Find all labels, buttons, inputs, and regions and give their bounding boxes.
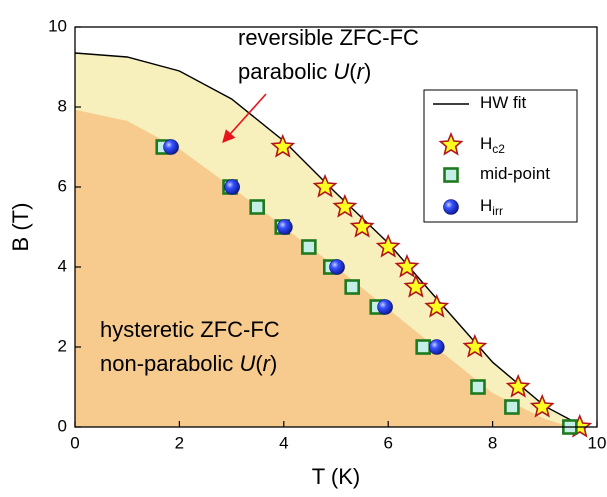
legend-subscript: irr [492,204,503,218]
fit-line [74,52,585,428]
y-tick-label: 4 [58,256,67,275]
legend-label: HW fit [480,93,527,112]
square-marker [301,239,317,255]
annotation-part: parabolic [238,59,333,84]
y-tick-label: 8 [58,96,67,115]
star-marker [312,173,338,198]
sphere-marker [163,139,179,155]
sphere-marker [428,339,445,355]
annotation: reversible ZFC-FC [238,25,419,50]
annotation-part: ) [270,351,277,376]
square-marker [415,339,431,355]
annotation-part: ) [364,59,371,84]
square-marker [443,167,459,183]
annotation: non-parabolic U(r) [100,351,277,376]
square-marker [470,379,486,395]
star-marker [349,213,375,238]
legend-name: HW fit [480,93,527,112]
x-tick-label: 4 [279,433,288,452]
plot-frame [74,26,598,428]
annotation-part: r [263,351,272,376]
legend-name: mid-point [480,164,550,183]
annotation-part: non-parabolic [100,351,239,376]
annotation-part: ( [255,351,263,376]
annotation-part: U [239,351,255,376]
annotation: hysteretic ZFC-FC [100,317,280,342]
y-tick-label: 10 [48,16,67,35]
star-marker [529,393,555,418]
square-marker [249,199,265,215]
star-marker [394,253,420,278]
legend-label: Hirr [480,196,503,218]
star-marker [270,133,296,158]
y-tick-label: 0 [58,416,67,435]
star-marker [462,333,488,358]
annotation-part: U [333,59,349,84]
x-tick-label: 0 [70,433,79,452]
star-marker [332,193,358,218]
square-marker [504,399,520,415]
sphere-marker [377,299,393,315]
star-marker [375,233,401,258]
x-tick-label: 6 [383,433,392,452]
legend-label: Hc2 [480,134,505,156]
y-tick-label: 2 [58,336,67,355]
sphere-marker [443,199,459,215]
arrow [222,93,267,143]
y-tick-label: 6 [58,176,67,195]
annotation: parabolic U(r) [238,59,371,84]
x-tick-label: 10 [588,433,607,452]
annotation-part: reversible ZFC-FC [238,25,419,50]
sphere-marker [329,259,345,275]
legend-name: H [480,196,492,215]
sphere-marker [277,219,293,235]
legend-label: mid-point [480,164,550,183]
star-marker [438,131,464,156]
annotation-part: ( [349,59,357,84]
y-axis-title: B (T) [8,203,33,252]
star-marker [424,293,450,318]
region [75,109,571,428]
square-marker [344,279,360,295]
annotation-part: hysteretic ZFC-FC [100,317,280,342]
x-axis-title: T (K) [312,464,360,489]
star-marker [403,273,429,298]
sphere-marker [224,179,240,195]
star-marker [505,373,531,398]
legend-name: H [480,134,492,153]
annotation-part: r [357,59,366,84]
x-tick-label: 2 [175,433,184,452]
legend-subscript: c2 [492,142,505,156]
x-tick-label: 8 [488,433,497,452]
